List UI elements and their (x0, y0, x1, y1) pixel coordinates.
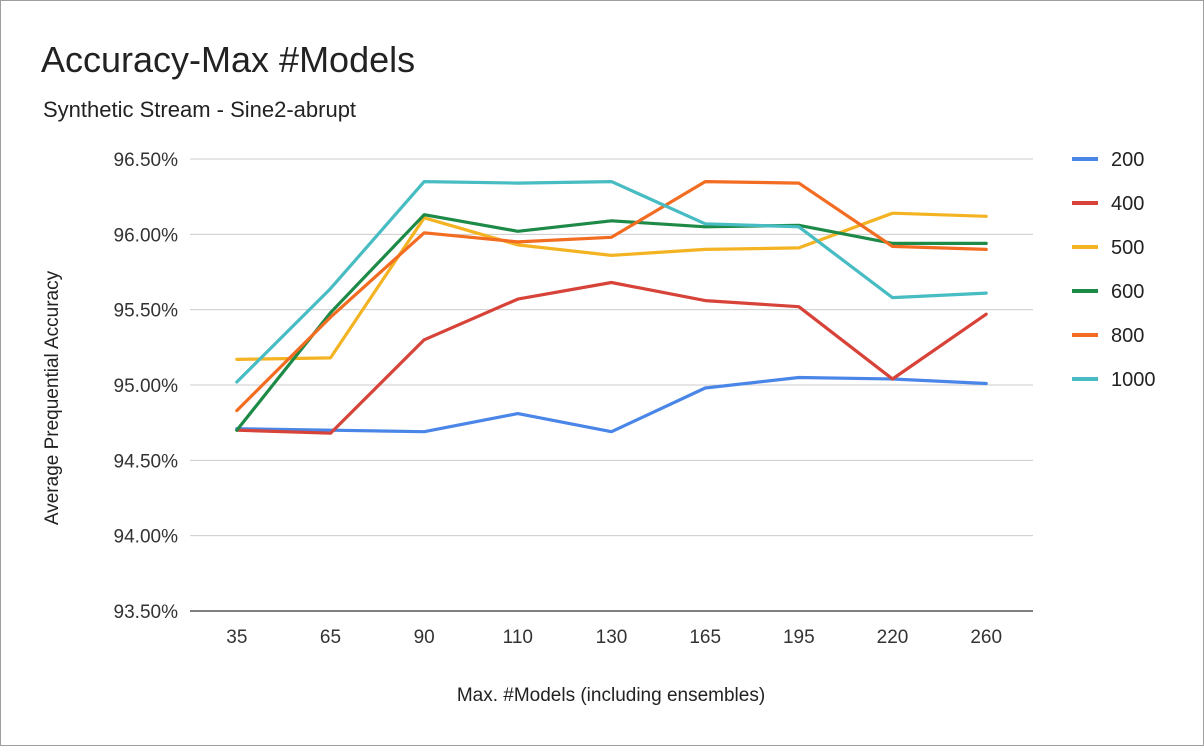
y-tick-label: 95.50% (114, 301, 179, 322)
chart-title: Accuracy-Max #Models (41, 39, 415, 80)
series-line-600 (235, 213, 988, 432)
x-tick-label: 220 (877, 627, 909, 648)
x-tick-label: 110 (503, 627, 533, 648)
y-tick-label: 94.00% (114, 527, 179, 548)
y-tick-label: 94.50% (114, 451, 179, 472)
x-axis-label: Max. #Models (including ensembles) (457, 685, 765, 706)
gridlines (190, 158, 1033, 612)
y-axis-label: Average Prequential Accuracy (42, 270, 63, 525)
x-tick-label: 35 (226, 627, 247, 648)
legend-label-400: 400 (1111, 193, 1144, 215)
y-tick-label: 95.00% (114, 376, 179, 397)
x-axis-ticks: 35 65 90 110 130 165 195 220 260 (226, 627, 1002, 648)
y-tick-label: 96.50% (114, 150, 179, 171)
series-line-200 (235, 375, 988, 434)
legend-label-500: 500 (1111, 237, 1144, 259)
series-lines (235, 180, 988, 435)
legend-label-800: 800 (1111, 325, 1144, 347)
y-tick-label: 96.00% (114, 225, 179, 246)
x-tick-label: 65 (320, 627, 341, 648)
x-tick-label: 90 (414, 627, 435, 648)
series-line-800 (235, 180, 988, 413)
series-line-1000 (235, 180, 988, 384)
x-tick-label: 260 (970, 627, 1002, 648)
y-tick-label: 93.50% (114, 602, 179, 623)
legend: 200 400 500 600 800 1000 (1072, 149, 1156, 391)
legend-label-200: 200 (1111, 149, 1144, 171)
x-tick-label: 165 (689, 627, 721, 648)
series-line-400 (235, 280, 988, 435)
x-tick-label: 130 (596, 627, 628, 648)
legend-label-600: 600 (1111, 281, 1144, 303)
y-axis-ticks: 93.50% 94.00% 94.50% 95.00% 95.50% 96.00% 96.5… (114, 150, 179, 623)
x-tick-label: 195 (783, 627, 815, 648)
legend-label-1000: 1000 (1111, 369, 1156, 391)
chart-subtitle: Synthetic Stream - Sine2-abrupt (43, 97, 356, 122)
